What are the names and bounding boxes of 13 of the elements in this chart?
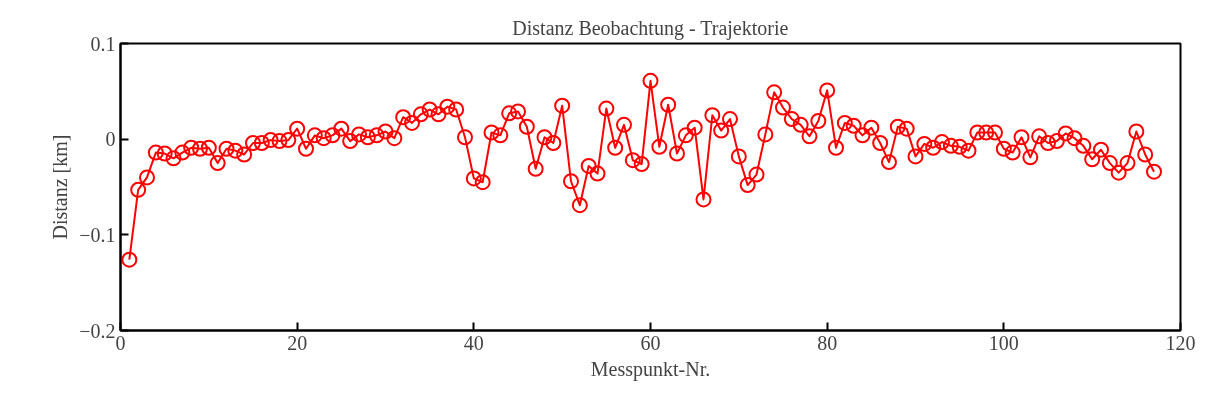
y-tick-label: 0.1 [90,32,116,55]
x-tick-label: 80 [817,331,838,354]
chart-title: Distanz Beobachtung - Trajektorie [512,16,789,40]
x-tick-label: 20 [287,331,308,354]
y-tick-label: −0.1 [79,223,116,246]
x-tick-label: 40 [463,331,484,354]
y-axis-title: Distanz [km] [49,134,72,240]
y-tick-label: −0.2 [79,319,116,342]
x-tick-label: 100 [988,331,1019,354]
y-tick-label: 0 [105,128,116,151]
x-tick-label: 120 [1165,331,1196,354]
x-axis-title: Messpunkt-Nr. [590,357,711,381]
x-tick-label: 60 [640,331,661,354]
